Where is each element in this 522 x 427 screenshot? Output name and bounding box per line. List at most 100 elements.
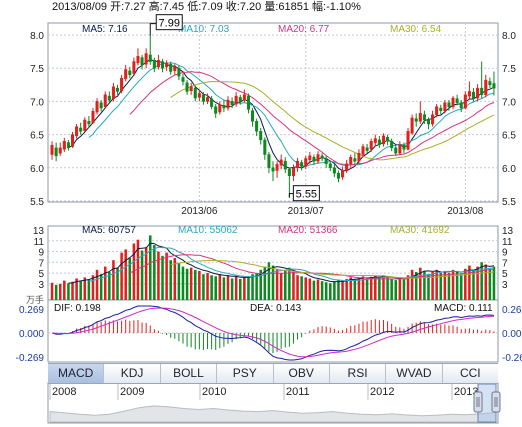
- macd-tick-left: -0.269: [16, 353, 45, 364]
- candle: [422, 110, 426, 124]
- volume-bar: [63, 280, 66, 300]
- candle-body: [422, 114, 426, 121]
- price-date-label: 2013/07: [288, 206, 325, 217]
- volume-bar: [54, 284, 58, 300]
- candle: [402, 142, 406, 154]
- macd-legend-macd: MACD: 0.111: [434, 303, 493, 314]
- candle-body: [291, 167, 295, 177]
- candle-body: [398, 144, 402, 154]
- tab-wvad[interactable]: WVAD: [386, 364, 443, 383]
- indicator-tabs: MACD KDJ BOLL PSY OBV RSI WVAD CCI: [48, 363, 498, 384]
- volume-bar: [140, 250, 144, 300]
- tab-boll[interactable]: BOLL: [160, 364, 218, 383]
- volume-bar: [108, 272, 111, 300]
- volume-bar: [361, 276, 365, 300]
- volume-bar: [95, 269, 99, 300]
- candle-body: [136, 55, 140, 64]
- volume-bar: [394, 280, 398, 300]
- candle-body: [148, 54, 152, 62]
- candle: [467, 81, 471, 99]
- candle-body: [58, 147, 62, 154]
- candle: [214, 104, 218, 118]
- candle-body: [353, 158, 357, 162]
- price-ma10-line: [88, 62, 495, 167]
- candle: [115, 84, 120, 95]
- volume-bar: [169, 260, 172, 300]
- candle-body: [279, 159, 283, 166]
- candle: [103, 91, 107, 109]
- volume-bar: [484, 264, 488, 300]
- candle-body: [300, 162, 304, 167]
- tab-psy[interactable]: PSY: [217, 364, 274, 383]
- tab-rsi[interactable]: RSI: [329, 364, 387, 383]
- volume-tick-left: 11: [34, 237, 45, 248]
- candle: [251, 108, 255, 127]
- volume-tick-left: 3: [38, 280, 44, 291]
- tab-kdj[interactable]: KDJ: [104, 364, 161, 383]
- candle: [136, 48, 140, 66]
- candle-body: [169, 63, 173, 72]
- high-annotation-label: 7.99: [159, 18, 180, 30]
- price-tick-left: 6.0: [30, 164, 44, 175]
- navigator-handle-right[interactable]: [491, 391, 501, 413]
- price-tick-left: 6.5: [30, 131, 44, 142]
- candle: [83, 117, 87, 132]
- volume-bar: [75, 278, 78, 300]
- price-ma20-line: [129, 71, 495, 166]
- candle-body: [230, 101, 234, 105]
- volume-unit: 万手: [26, 294, 44, 305]
- candle-body: [296, 160, 300, 169]
- candle-body: [185, 82, 189, 92]
- candle-body: [467, 91, 471, 97]
- volume-tick-right: 13: [502, 226, 514, 237]
- header-low-label: 低:: [187, 0, 201, 13]
- volume-tick-right: 5: [502, 269, 508, 280]
- price-ma30-line: [170, 80, 495, 161]
- volume-bar: [406, 275, 410, 300]
- price-tick-right: 5.5: [502, 197, 516, 208]
- candle: [349, 154, 353, 168]
- candle: [451, 96, 455, 110]
- candle-body: [435, 106, 439, 115]
- candle: [263, 137, 267, 160]
- candle-body: [234, 95, 238, 105]
- candle-body: [426, 119, 431, 125]
- volume-bar: [255, 273, 258, 300]
- candle: [480, 61, 484, 99]
- volume-bar: [153, 245, 156, 300]
- tab-obv[interactable]: OBV: [273, 364, 330, 383]
- volume-bar: [91, 275, 95, 300]
- candle-body: [242, 94, 246, 101]
- volume-bar: [238, 279, 242, 300]
- candle: [222, 100, 226, 113]
- candle-body: [107, 95, 111, 101]
- volume-bar: [308, 278, 312, 300]
- candle-body: [140, 57, 144, 66]
- candle: [463, 91, 467, 110]
- candle-body: [66, 142, 70, 149]
- candle: [152, 57, 156, 73]
- candle-body: [463, 94, 467, 109]
- volume-bar: [284, 270, 287, 300]
- navigator-year-label: 2011: [286, 386, 310, 398]
- price-tick-right: 6.5: [502, 131, 516, 142]
- candle: [140, 54, 144, 70]
- tab-cci[interactable]: CCI: [442, 364, 498, 383]
- tab-macd[interactable]: MACD: [48, 364, 105, 383]
- candle-body: [173, 66, 177, 72]
- volume-bar: [288, 267, 291, 300]
- candle: [361, 143, 365, 158]
- volume-bar: [451, 269, 455, 300]
- candle: [234, 92, 238, 107]
- header-volume: 61851: [278, 1, 309, 13]
- volume-bar: [492, 266, 496, 300]
- candle-body: [99, 102, 103, 109]
- navigator-handle-left[interactable]: [473, 391, 483, 413]
- candle: [267, 151, 271, 174]
- candle: [169, 61, 173, 75]
- candle: [414, 113, 418, 127]
- volume-bar: [349, 277, 353, 300]
- volume-tick-left: 13: [33, 226, 45, 237]
- candle: [226, 96, 230, 111]
- header-low: 7.09: [201, 1, 222, 13]
